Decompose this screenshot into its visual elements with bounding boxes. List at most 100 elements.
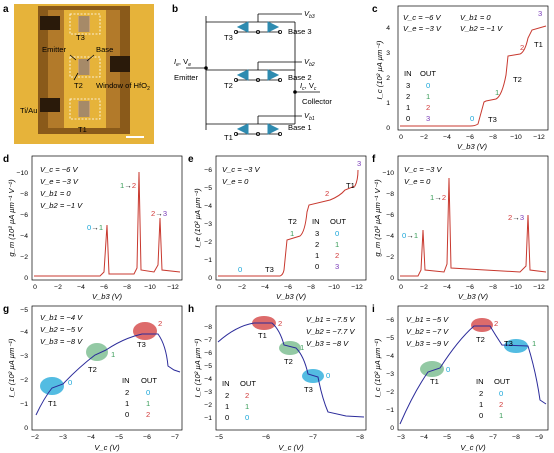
c-table-cell: 0 — [406, 114, 410, 123]
f-ytick: −6 — [386, 212, 394, 219]
c-table-cell: 0 — [426, 81, 430, 90]
a-base-label: Base — [96, 45, 113, 54]
i-cond: V_b2 = −7 V — [406, 327, 449, 336]
h-num: 1 — [300, 343, 304, 352]
c-table-cell: 3 — [426, 114, 430, 123]
d-ann: 0→1 — [87, 223, 103, 232]
i-ylabel: I_c (10² µA µm⁻¹) — [373, 338, 382, 397]
b-base2-label: Base 2 — [288, 73, 312, 82]
d-ytick: −6 — [20, 212, 28, 219]
i-num: 2 — [494, 319, 498, 328]
g-ytick: 0 — [24, 425, 28, 432]
h-ytick: −1 — [204, 415, 212, 422]
i-table-out: OUT — [494, 377, 510, 386]
i-table-in: IN — [476, 377, 484, 386]
i-t-label: T3 — [504, 339, 513, 348]
f-ylabel: g_m (10² µA µm⁻¹ V⁻¹) — [373, 179, 382, 257]
d-xtick: −6 — [100, 284, 108, 291]
h-ytick: −3 — [204, 389, 212, 396]
g-xtick: −3 — [59, 434, 67, 441]
a-tiau-label: Ti/Au — [20, 106, 37, 115]
e-xtick: −8 — [307, 284, 315, 291]
e-cond: V_c = −3 V — [222, 165, 261, 174]
d-cond: V_e = −3 V — [40, 177, 79, 186]
h-ytick: −8 — [204, 324, 212, 331]
h-xtick: −8 — [356, 434, 364, 441]
e-cond: V_e = 0 — [222, 177, 249, 186]
e-table-cell: 0 — [335, 229, 339, 238]
g-t-label: T3 — [137, 340, 146, 349]
f-xtick: −10 — [510, 284, 522, 291]
i-table-cell: 0 — [499, 389, 503, 398]
c-t-label: T3 — [488, 115, 497, 124]
h-xtick: −7 — [309, 434, 317, 441]
d-ytick: −2 — [20, 254, 28, 261]
c-cond-ve: V_e = −3 V — [403, 24, 442, 33]
c-xtick: −6 — [466, 134, 474, 141]
g-state-ellipse — [40, 377, 64, 395]
h-table-out: OUT — [240, 379, 256, 388]
i-xtick: −8 — [512, 434, 520, 441]
f-xlabel: V_b3 (V) — [458, 292, 488, 301]
g-ytick: −1 — [20, 401, 28, 408]
g-ytick: −4 — [20, 329, 28, 336]
c-table-cell: 2 — [426, 103, 430, 112]
g-xtick: −7 — [171, 434, 179, 441]
i-num: 0 — [446, 365, 450, 374]
h-t-label: T2 — [284, 357, 293, 366]
i-xtick: −4 — [420, 434, 428, 441]
e-table-cell: 3 — [335, 262, 339, 271]
i-state-ellipse — [420, 361, 444, 377]
h-ytick: −6 — [204, 350, 212, 357]
h-ytick: −5 — [204, 363, 212, 370]
e-table-cell: 1 — [335, 240, 339, 249]
f-xtick: −8 — [489, 284, 497, 291]
d-curve — [34, 171, 181, 277]
e-step-label: 1 — [290, 229, 294, 238]
g-ytick: −3 — [20, 353, 28, 360]
e-ytick: −4 — [204, 203, 212, 210]
e-table-out: OUT — [330, 217, 346, 226]
b-t2-label: T2 — [224, 81, 233, 90]
i-ytick: −2 — [386, 389, 394, 396]
e-xtick: −10 — [328, 284, 340, 291]
e-ytick: −3 — [204, 221, 212, 228]
c-t-label: T1 — [534, 40, 543, 49]
g-xtick: −5 — [115, 434, 123, 441]
f-ann: 1→2 — [430, 193, 446, 202]
d-ylabel: g_m (10² µA µm⁻¹ V⁻¹) — [7, 179, 16, 257]
f-cond: V_c = −3 V — [404, 165, 443, 174]
d-xtick: −10 — [144, 284, 156, 291]
g-num: 2 — [158, 319, 162, 328]
c-ytick: 4 — [386, 25, 390, 32]
g-cond: V_b1 = −4 V — [40, 313, 83, 322]
panel-label-b: b — [172, 4, 178, 15]
g-table-cell: 2 — [146, 410, 150, 419]
e-table-cell: 3 — [315, 229, 319, 238]
plot-i: V_b1 = −5 V V_b2 = −7 V V_b3 = −9 V T1 0… — [373, 305, 549, 452]
g-ytick: −2 — [20, 377, 28, 384]
c-cond-vc: V_c = −6 V — [403, 13, 442, 22]
h-ytick: −4 — [204, 376, 212, 383]
b-vb3-label: Vb3 — [304, 9, 315, 20]
h-ytick: −2 — [204, 402, 212, 409]
d-ann: 1→2 — [120, 181, 136, 190]
plot-e: V_c = −3 V V_e = 0 IN OUT 3 0 2 1 1 2 0 … — [193, 155, 367, 301]
f-ytick: −8 — [386, 191, 394, 198]
i-ytick: −1 — [386, 407, 394, 414]
a-window-label: Window of HfO2 — [96, 81, 150, 92]
c-xlabel: V_b3 (V) — [457, 142, 487, 151]
c-cond-vb1: V_b1 = 0 — [460, 13, 491, 22]
d-ytick: −8 — [20, 191, 28, 198]
h-table-cell: 0 — [225, 413, 229, 422]
f-cond: V_e = 0 — [404, 177, 431, 186]
g-table-cell: 1 — [125, 399, 129, 408]
f-xtick: −6 — [466, 284, 474, 291]
plot-h: V_b1 = −7.5 V V_b2 = −7.7 V V_b3 = −8 V … — [193, 305, 367, 452]
a-t3-label: T3 — [76, 33, 85, 42]
c-xtick: −10 — [510, 134, 522, 141]
g-num: 0 — [68, 378, 72, 387]
b-t3-label: T3 — [224, 33, 233, 42]
e-table-in: IN — [312, 217, 320, 226]
panel-label-g: g — [3, 304, 9, 315]
